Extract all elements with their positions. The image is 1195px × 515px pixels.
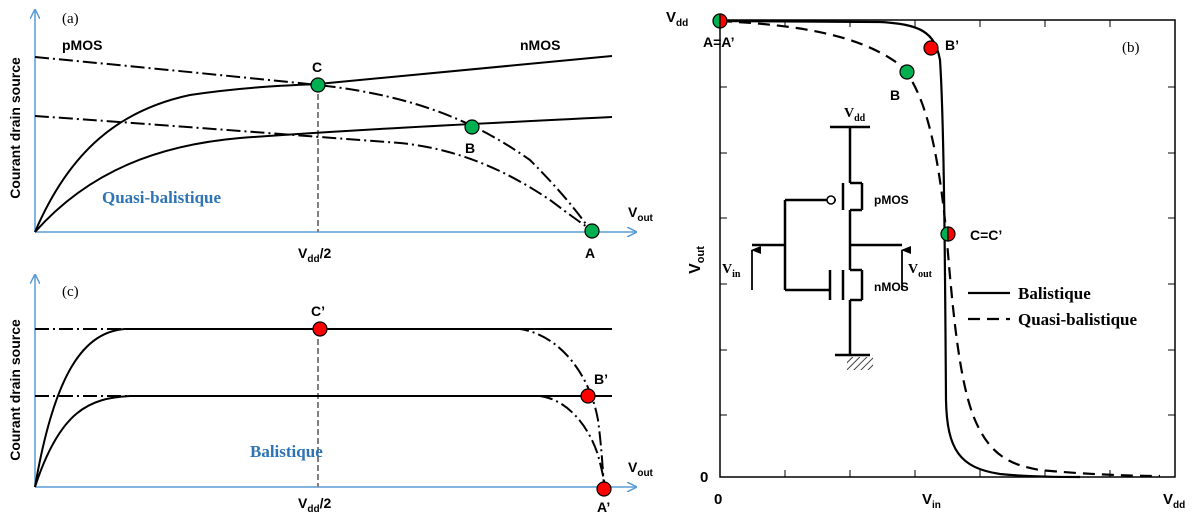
panel-b-point-b-prime-label: B’ [945, 37, 959, 53]
panel-a-label: (a) [62, 11, 79, 27]
panel-a-nmos-label: nMOS [520, 37, 560, 53]
panel-b-point-b-prime [923, 40, 939, 56]
panel-b-vdd-label: Vdd [666, 9, 688, 29]
ground-hatch [847, 357, 873, 370]
panel-a-point-b-label: B [465, 140, 475, 156]
panel-a-point-a-label: A [585, 245, 595, 261]
panel-b-y-zero: 0 [700, 469, 708, 486]
panel-a: (a) Courant drain source pMOS nMOS Quasi… [7, 10, 654, 265]
pmos-gate-bubble [826, 195, 836, 205]
circuit-pmos-label: pMOS [874, 193, 909, 207]
panel-b-ylabel: Vout [687, 246, 707, 274]
panel-b: (b) Vdd Vout 0 0 Vin Vdd A=A’ B’ B C=C’ … [666, 9, 1185, 511]
panel-b-x-zero: 0 [714, 491, 722, 508]
panel-a-point-a [584, 223, 600, 239]
panel-c-point-b-label: B’ [594, 371, 608, 387]
circuit-vdd-label: Vdd [844, 106, 866, 124]
panel-b-point-c [940, 226, 956, 242]
panel-b-label: (b) [1122, 40, 1140, 56]
circuit-vout-label: Vout [908, 262, 933, 280]
panel-c-xaxis-label: Vout [628, 459, 654, 479]
circuit-nmos-label: nMOS [874, 280, 909, 294]
panel-c-point-a [596, 481, 612, 497]
panel-b-point-c-label: C=C’ [970, 227, 1002, 243]
inverter-circuit [752, 125, 902, 357]
panel-c-ylabel: Courant drain source [7, 319, 23, 461]
legend-dashed-label: Quasi-balistique [1018, 310, 1137, 329]
panel-c-point-c [312, 321, 328, 337]
panel-c: (c) Courant drain source Balistique Vout… [7, 275, 654, 515]
panel-b-x-ticks [784, 20, 1111, 477]
panel-b-x-vin: Vin [922, 491, 941, 511]
circuit-vin-label: Vin [722, 262, 741, 280]
panel-c-point-c-label: C’ [311, 303, 325, 319]
panel-b-quasi-ballistic-curve [719, 19, 1161, 478]
panel-b-frame [719, 19, 1176, 478]
panel-a-pmos-label: pMOS [62, 37, 102, 53]
panel-a-region-label: Quasi-balistique [102, 188, 221, 207]
panel-a-nmos-curve-high [34, 55, 613, 233]
panel-c-point-b [580, 388, 596, 404]
panel-a-point-c [310, 77, 326, 93]
panel-c-pmos-curve-low [35, 395, 606, 487]
legend-solid-label: Balistique [1018, 284, 1091, 303]
panel-a-point-c-label: C [312, 59, 322, 75]
panel-b-y-ticks [720, 86, 1175, 416]
panel-b-point-a [712, 13, 728, 29]
panel-a-pmos-curve-high [34, 56, 591, 231]
panel-c-region-label: Balistique [250, 442, 323, 461]
panel-c-label: (c) [62, 284, 79, 300]
panel-b-point-a-label: A=A’ [703, 34, 735, 50]
panel-c-pmos-curve-high [35, 328, 605, 486]
panel-a-point-b [464, 119, 480, 135]
panel-c-point-a-label: A’ [597, 499, 610, 515]
panel-b-point-b [899, 64, 915, 80]
panel-a-vdd2-tick: Vdd/2 [298, 245, 331, 265]
panel-a-nmos-curve-low [34, 116, 613, 233]
panel-c-vdd2-tick: Vdd/2 [298, 495, 331, 515]
panel-a-ylabel: Courant drain source [7, 57, 23, 199]
panel-b-point-b-label: B [890, 87, 900, 103]
panel-b-x-vdd: Vdd [1163, 491, 1185, 511]
panel-c-nmos-curve-high [34, 328, 612, 488]
panel-a-pmos-curve-low [34, 115, 593, 231]
panel-c-nmos-curve-low [34, 395, 612, 488]
panel-a-xaxis-label: Vout [628, 204, 654, 224]
